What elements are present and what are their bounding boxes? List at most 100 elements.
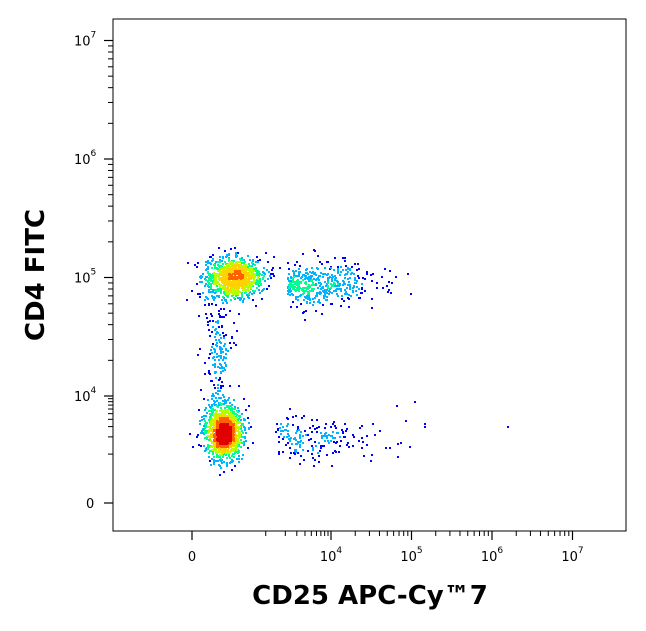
event-dot (326, 454, 328, 456)
event-dot (219, 268, 221, 270)
event-dot (303, 459, 305, 461)
event-dot (289, 440, 291, 442)
event-dot (199, 423, 201, 425)
event-dot (220, 355, 222, 357)
event-dot (347, 278, 349, 280)
event-dot (226, 268, 228, 270)
event-dot (222, 302, 224, 304)
event-dot (289, 408, 291, 410)
event-dot (247, 266, 249, 268)
event-dot (219, 402, 221, 404)
event-dot (341, 298, 343, 300)
event-dot (246, 281, 248, 283)
event-dot (298, 290, 300, 292)
event-dot (219, 261, 221, 263)
event-dot (331, 274, 333, 276)
event-dot (219, 363, 221, 365)
event-dot (257, 278, 259, 280)
event-dot (211, 352, 213, 354)
event-dot (233, 417, 235, 419)
event-dot (354, 279, 356, 281)
event-dot (371, 280, 373, 282)
event-dot (340, 305, 342, 307)
event-dot (252, 299, 254, 301)
event-dot (333, 421, 335, 423)
event-dot (292, 424, 294, 426)
event-dot (225, 364, 227, 366)
event-dot (507, 426, 509, 428)
event-dot (217, 322, 219, 324)
event-dot (358, 440, 360, 442)
event-dot (219, 348, 221, 350)
event-dot (362, 441, 364, 443)
event-dot (255, 261, 257, 263)
event-dot (222, 385, 224, 387)
event-dot (235, 420, 237, 422)
event-dot (358, 288, 360, 290)
event-dot (221, 417, 223, 419)
event-dot (189, 433, 191, 435)
event-dot (223, 291, 225, 293)
event-dot (248, 293, 250, 295)
event-dot (213, 462, 215, 464)
event-dot (258, 289, 260, 291)
event-dot (238, 290, 240, 292)
event-dot (381, 276, 383, 278)
event-dot (307, 450, 309, 452)
event-dot (261, 298, 263, 300)
event-dot (208, 404, 210, 406)
event-dot (384, 268, 386, 270)
event-dot (346, 428, 348, 430)
event-dot (324, 293, 326, 295)
event-dot (255, 267, 257, 269)
event-dot (224, 451, 226, 453)
event-dot (225, 273, 227, 275)
event-dot (262, 278, 264, 280)
event-dot (289, 294, 291, 296)
event-dot (347, 271, 349, 273)
event-dot (216, 281, 218, 283)
event-dot (304, 319, 306, 321)
event-dot (343, 436, 345, 438)
event-dot (247, 255, 249, 257)
event-dot (328, 290, 330, 292)
event-dot (407, 273, 409, 275)
event-dot (349, 277, 351, 279)
event-dot (327, 261, 329, 263)
event-dot (424, 426, 426, 428)
event-dot (227, 436, 229, 438)
event-dot (267, 278, 269, 280)
event-dot (295, 439, 297, 441)
event-dot (251, 273, 253, 275)
event-dot (302, 449, 304, 451)
event-dot (216, 446, 218, 448)
event-dot (327, 287, 329, 289)
event-dot (334, 290, 336, 292)
event-dot (299, 446, 301, 448)
event-dot (325, 423, 327, 425)
event-dot (224, 369, 226, 371)
event-dot (243, 418, 245, 420)
event-dot (248, 286, 250, 288)
event-dot (208, 456, 210, 458)
event-dot (259, 273, 261, 275)
event-dot (248, 276, 250, 278)
event-dot (215, 392, 217, 394)
event-dot (233, 289, 235, 291)
event-dot (198, 409, 200, 411)
event-dot (241, 296, 243, 298)
event-dot (282, 426, 284, 428)
event-dot (219, 256, 221, 258)
event-dot (311, 284, 313, 286)
event-dot (299, 434, 301, 436)
event-dot (216, 400, 218, 402)
event-dot (226, 427, 228, 429)
event-dot (207, 298, 209, 300)
event-dot (219, 410, 221, 412)
event-dot (210, 420, 212, 422)
event-dot (319, 450, 321, 452)
event-dot (292, 301, 294, 303)
event-dot (221, 448, 223, 450)
event-dot (313, 278, 315, 280)
